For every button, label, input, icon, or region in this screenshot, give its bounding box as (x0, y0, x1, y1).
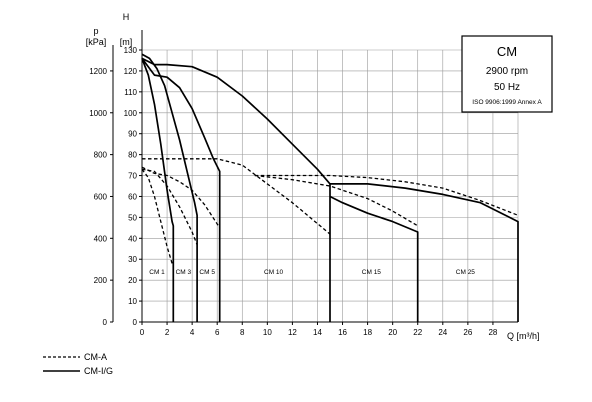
region-label-cm-1: CM 1 (149, 269, 165, 276)
region-label-cm-15: CM 15 (362, 269, 382, 276)
info-box-frequency: 50 Hz (494, 82, 520, 93)
y-right-tick-label: 120 (124, 67, 138, 76)
region-label-cm-25: CM 25 (456, 269, 476, 276)
y-right-tick-label: 80 (128, 151, 137, 160)
y-left-tick-label: 600 (94, 192, 108, 201)
y-right-axis-label: H (123, 12, 130, 22)
performance-curves (141, 53, 519, 322)
region-label-cm-10: CM 10 (264, 269, 284, 276)
curve-cm-ig-cm-1 (141, 58, 175, 322)
x-tick-label: 2 (165, 328, 170, 337)
legend-label-cm-ig: CM-I/G (84, 366, 113, 376)
x-tick-label: 8 (240, 328, 245, 337)
curve-cm-a-cm-15 (254, 174, 419, 227)
y-left-tick-label: 800 (94, 151, 108, 160)
x-tick-label: 24 (438, 328, 447, 337)
y-left-tick-label: 0 (103, 318, 108, 327)
x-axis-label: Q [m³/h] (507, 331, 540, 341)
y-right-tick-label: 90 (128, 130, 137, 139)
info-box-speed: 2900 rpm (486, 66, 528, 77)
y-right-tick-label: 30 (128, 255, 137, 264)
curve-cm-a-cm-5 (141, 166, 221, 229)
info-box: CM 2900 rpm 50 Hz ISO 9906:1999 Annex A (461, 35, 553, 113)
x-tick-label: 0 (140, 328, 145, 337)
x-tick-label: 20 (388, 328, 397, 337)
x-tick-label: 14 (313, 328, 322, 337)
model-region-labels: CM 1 CM 3 CM 5 CM 10 CM 15 CM 25 (149, 269, 475, 276)
y-left-tick-label: 1200 (89, 67, 107, 76)
curve-cm-ig-cm-5 (141, 57, 221, 322)
info-box-title: CM (497, 44, 517, 59)
info-box-frame (461, 35, 553, 113)
x-tick-label: 26 (463, 328, 472, 337)
x-tick-label: 6 (215, 328, 220, 337)
curve-cm-ig-cm-15 (329, 195, 419, 322)
curve-cm-ig-cm-3 (141, 53, 198, 322)
x-tick-label: 10 (263, 328, 272, 337)
y-right-tick-label: 70 (128, 172, 137, 181)
y-right-axis-unit: [m] (120, 37, 133, 47)
y-right-tick-label: 110 (124, 88, 137, 97)
y-right-tick-label: 60 (128, 192, 137, 201)
y-right-tick-label: 0 (133, 318, 138, 327)
x-tick-label: 12 (288, 328, 297, 337)
region-label-cm-5: CM 5 (199, 269, 215, 276)
y-left-axis-unit: [kPa] (86, 37, 107, 47)
y-right-tick-label: 10 (128, 297, 137, 306)
y-left-axis-label: p (93, 26, 98, 36)
curve-cm-ig-cm-25 (330, 183, 519, 322)
y-left-tick-label: 200 (94, 276, 108, 285)
x-tick-label: 4 (190, 328, 195, 337)
curve-cm-a-cm-25 (254, 174, 519, 216)
info-box-standard: ISO 9906:1999 Annex A (472, 99, 542, 106)
curve-cm-a-cm-3 (141, 168, 198, 245)
y-right-tick-label: 50 (128, 213, 137, 222)
legend-label-cm-a: CM-A (84, 352, 107, 362)
y-right-tick-label: 130 (124, 46, 138, 55)
x-tick-label: 22 (413, 328, 422, 337)
y-left-tick-label: 400 (94, 234, 108, 243)
y-right-tick-label: 100 (124, 109, 138, 118)
curve-cm-ig-cm-10 (141, 57, 331, 322)
x-tick-label: 16 (338, 328, 347, 337)
region-label-cm-3: CM 3 (176, 269, 192, 276)
legend: CM-A CM-I/G (43, 352, 113, 376)
x-tick-label: 28 (488, 328, 497, 337)
x-tick-label: 18 (363, 328, 372, 337)
axis-labels: p [kPa] H [m] Q [m³/h] (86, 12, 540, 341)
axes: 0 2 4 6 8 10 12 14 16 18 20 22 24 26 28010203040506070… (89, 30, 518, 337)
curve-cm-a-cm-1 (141, 168, 173, 264)
curve-cm-a-cm-10 (142, 158, 331, 235)
y-right-tick-label: 40 (128, 234, 137, 243)
y-left-tick-label: 1000 (89, 109, 107, 118)
y-right-tick-label: 20 (128, 276, 137, 285)
